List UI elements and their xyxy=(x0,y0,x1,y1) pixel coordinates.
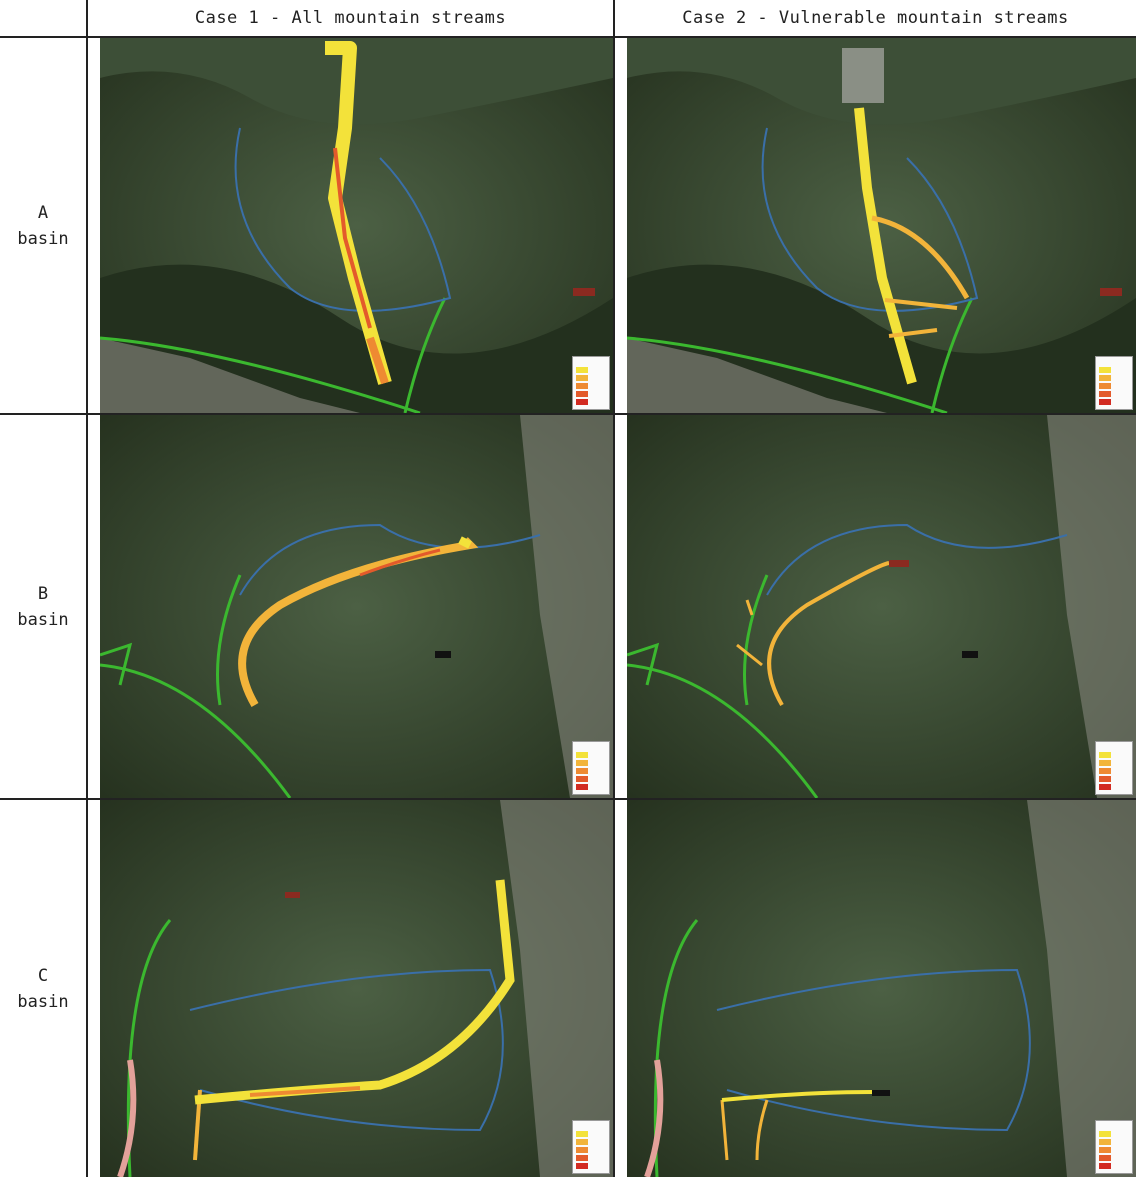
legend-row xyxy=(573,1130,609,1138)
map-panel-b-case-2 xyxy=(627,415,1136,798)
legend-row xyxy=(573,390,609,398)
legend xyxy=(1095,1120,1133,1174)
legend-row xyxy=(1096,775,1132,783)
legend-row xyxy=(1096,366,1132,374)
legend-row xyxy=(573,1146,609,1154)
satellite-map xyxy=(627,38,1136,413)
satellite-map xyxy=(100,800,613,1177)
map-panel-c-case-1 xyxy=(100,800,613,1177)
legend xyxy=(1095,741,1133,795)
column-header-case-2: Case 2 - Vulnerable mountain streams xyxy=(682,8,1069,28)
grid-line xyxy=(0,413,1136,415)
legend-row xyxy=(1096,759,1132,767)
column-header-case-1: Case 1 - All mountain streams xyxy=(194,8,507,28)
legend-row xyxy=(573,1162,609,1170)
legend-row xyxy=(573,398,609,406)
row-header-a: A basin xyxy=(0,38,86,413)
row-header-b: B basin xyxy=(0,415,86,798)
row-header-word: basin xyxy=(17,609,69,630)
legend-row xyxy=(573,1154,609,1162)
legend-row xyxy=(1096,374,1132,382)
legend-title xyxy=(1096,742,1132,751)
row-header-word: basin xyxy=(17,991,69,1012)
satellite-map xyxy=(627,415,1136,798)
legend xyxy=(572,356,610,410)
legend-row xyxy=(1096,1154,1132,1162)
legend-title xyxy=(573,1121,609,1130)
row-header-letter: C xyxy=(37,965,49,986)
satellite-map xyxy=(100,415,613,798)
legend-title xyxy=(1096,1121,1132,1130)
legend-title xyxy=(1096,357,1132,366)
legend-row xyxy=(573,783,609,791)
grid-line xyxy=(613,0,615,1177)
grid-line xyxy=(0,798,1136,800)
legend-row xyxy=(1096,1138,1132,1146)
row-header-letter: A xyxy=(37,202,49,223)
legend-row xyxy=(573,366,609,374)
legend-row xyxy=(573,1138,609,1146)
map-panel-a-case-2 xyxy=(627,38,1136,413)
legend-title xyxy=(573,357,609,366)
legend-row xyxy=(1096,1130,1132,1138)
legend xyxy=(1095,356,1133,410)
legend-row xyxy=(1096,1162,1132,1170)
legend-row xyxy=(573,374,609,382)
row-header-letter: B xyxy=(37,583,49,604)
legend-row xyxy=(1096,767,1132,775)
legend xyxy=(572,1120,610,1174)
legend-row xyxy=(1096,398,1132,406)
row-header-c: C basin xyxy=(0,800,86,1177)
legend-row xyxy=(1096,751,1132,759)
row-header-word: basin xyxy=(17,228,69,249)
legend-row xyxy=(1096,382,1132,390)
map-panel-b-case-1 xyxy=(100,415,613,798)
legend-row xyxy=(1096,1146,1132,1154)
satellite-map xyxy=(627,800,1136,1177)
legend-title xyxy=(573,742,609,751)
map-panel-a-case-1 xyxy=(100,38,613,413)
legend-row xyxy=(573,759,609,767)
satellite-map xyxy=(100,38,613,413)
legend xyxy=(572,741,610,795)
legend-row xyxy=(1096,783,1132,791)
grid-line xyxy=(0,36,1136,38)
legend-row xyxy=(1096,390,1132,398)
grid-line xyxy=(86,0,88,1177)
legend-row xyxy=(573,751,609,759)
map-panel-c-case-2 xyxy=(627,800,1136,1177)
legend-row xyxy=(573,382,609,390)
legend-row xyxy=(573,775,609,783)
legend-row xyxy=(573,767,609,775)
